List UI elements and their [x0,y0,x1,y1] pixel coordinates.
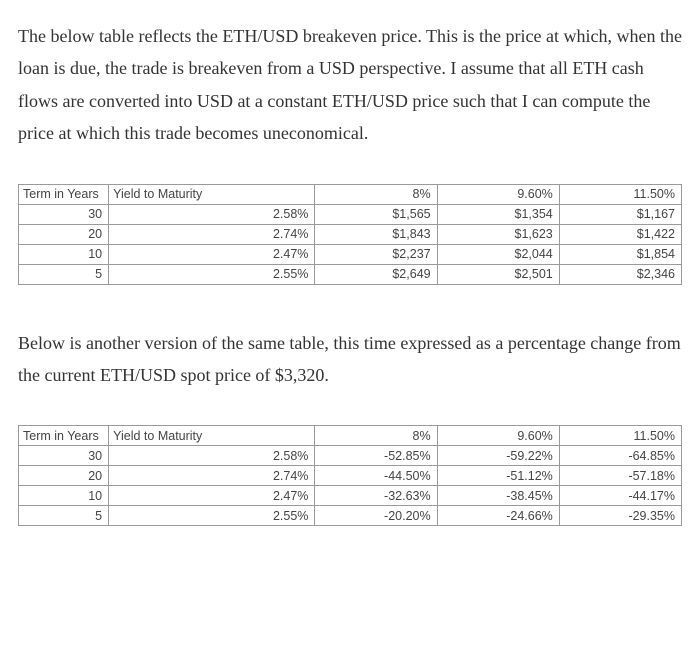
table-row: 5 2.55% $2,649 $2,501 $2,346 [19,264,682,284]
table-row: 10 2.47% -32.63% -38.45% -44.17% [19,486,682,506]
cell-value: $1,422 [559,224,681,244]
intro-paragraph-1: The below table reflects the ETH/USD bre… [18,20,682,150]
table-row: 10 2.47% $2,237 $2,044 $1,854 [19,244,682,264]
col-header-ytm: Yield to Maturity [109,426,315,446]
cell-term: 10 [19,244,109,264]
table-header-row: Term in Years Yield to Maturity 8% 9.60%… [19,426,682,446]
cell-value: $1,843 [315,224,437,244]
cell-term: 20 [19,224,109,244]
cell-value: $1,623 [437,224,559,244]
cell-value: -32.63% [315,486,437,506]
cell-value: -52.85% [315,446,437,466]
cell-ytm: 2.47% [109,486,315,506]
cell-value: -51.12% [437,466,559,486]
cell-ytm: 2.58% [109,204,315,224]
cell-value: $2,237 [315,244,437,264]
cell-value: -64.85% [559,446,681,466]
cell-ytm: 2.74% [109,466,315,486]
table-row: 30 2.58% -52.85% -59.22% -64.85% [19,446,682,466]
table-row: 20 2.74% -44.50% -51.12% -57.18% [19,466,682,486]
cell-ytm: 2.74% [109,224,315,244]
cell-ytm: 2.55% [109,264,315,284]
col-header-9-6pct: 9.60% [437,184,559,204]
cell-term: 10 [19,486,109,506]
cell-value: -38.45% [437,486,559,506]
intro-paragraph-2: Below is another version of the same tab… [18,327,682,392]
cell-value: $1,354 [437,204,559,224]
cell-value: $2,044 [437,244,559,264]
breakeven-price-table: Term in Years Yield to Maturity 8% 9.60%… [18,184,682,285]
cell-value: -44.17% [559,486,681,506]
cell-ytm: 2.47% [109,244,315,264]
cell-value: $1,167 [559,204,681,224]
cell-value: $2,649 [315,264,437,284]
cell-term: 30 [19,204,109,224]
cell-value: $2,346 [559,264,681,284]
table-row: 30 2.58% $1,565 $1,354 $1,167 [19,204,682,224]
cell-value: -29.35% [559,506,681,526]
table-row: 20 2.74% $1,843 $1,623 $1,422 [19,224,682,244]
col-header-ytm: Yield to Maturity [109,184,315,204]
col-header-11-5pct: 11.50% [559,184,681,204]
cell-value: $1,565 [315,204,437,224]
cell-value: -24.66% [437,506,559,526]
cell-value: -57.18% [559,466,681,486]
cell-value: -59.22% [437,446,559,466]
col-header-11-5pct: 11.50% [559,426,681,446]
table-header-row: Term in Years Yield to Maturity 8% 9.60%… [19,184,682,204]
cell-term: 5 [19,264,109,284]
col-header-term: Term in Years [19,184,109,204]
cell-term: 20 [19,466,109,486]
cell-value: $2,501 [437,264,559,284]
col-header-9-6pct: 9.60% [437,426,559,446]
cell-ytm: 2.58% [109,446,315,466]
cell-term: 30 [19,446,109,466]
cell-value: $1,854 [559,244,681,264]
col-header-8pct: 8% [315,426,437,446]
cell-term: 5 [19,506,109,526]
col-header-8pct: 8% [315,184,437,204]
percent-change-table: Term in Years Yield to Maturity 8% 9.60%… [18,425,682,526]
cell-value: -20.20% [315,506,437,526]
cell-value: -44.50% [315,466,437,486]
table-row: 5 2.55% -20.20% -24.66% -29.35% [19,506,682,526]
cell-ytm: 2.55% [109,506,315,526]
col-header-term: Term in Years [19,426,109,446]
